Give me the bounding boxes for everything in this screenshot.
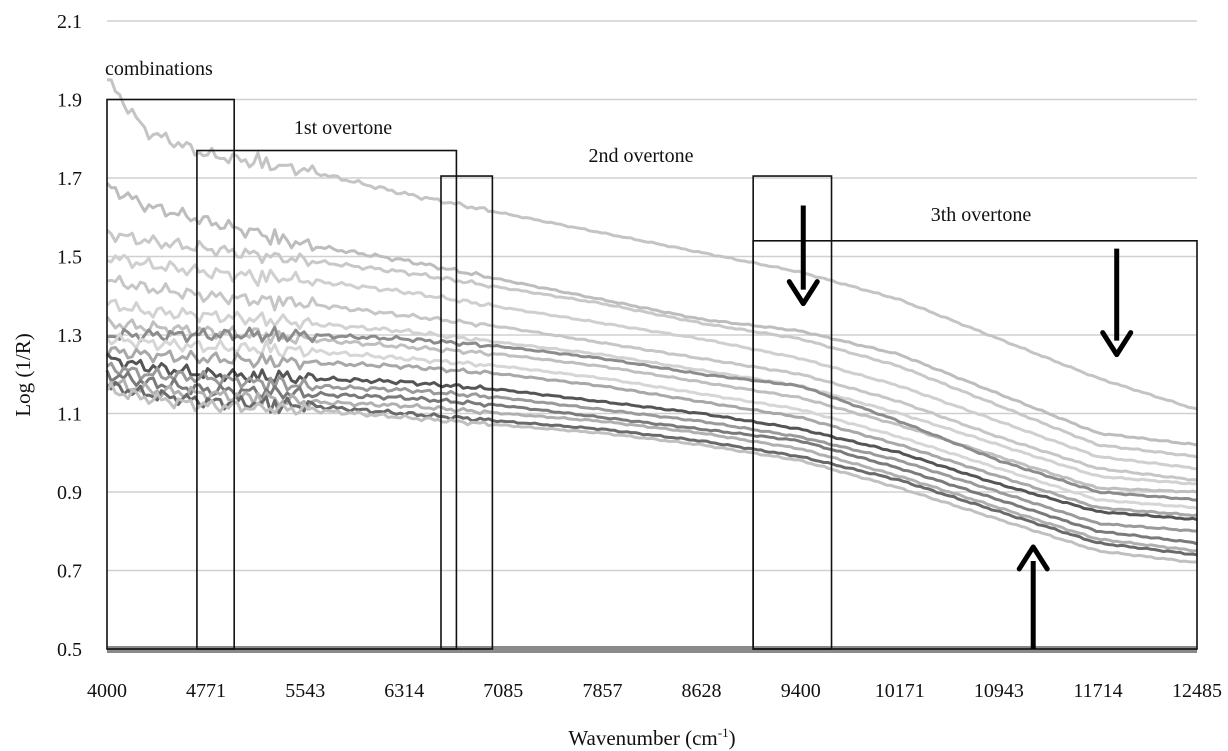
spectrum-line-11	[106, 361, 1197, 533]
x-axis-title-main: Wavenumber (cm	[568, 726, 717, 750]
region-label-2: 2nd overtone	[589, 145, 694, 167]
arrow-head-2	[1016, 544, 1050, 572]
y-tick-label-1: 0.7	[57, 561, 82, 583]
spectrum-line-1	[105, 182, 1198, 447]
x-axis-title: Wavenumber (cm-1)	[568, 725, 735, 750]
y-tick-label-8: 2.1	[57, 11, 82, 33]
y-tick-label-3: 1.1	[57, 404, 82, 426]
grid-lines	[107, 20, 1197, 650]
arrow-head-1	[1100, 330, 1134, 358]
y-tick-labels: 0.5 0.7 0.9 1.1 1.3 1.5 1.7 1.9 2.1	[57, 11, 82, 661]
arrow-head-0	[786, 279, 820, 307]
arrow-down-1	[1100, 248, 1134, 358]
arrow-down-0	[786, 205, 820, 307]
x-tick-label-10: 11714	[1073, 680, 1122, 702]
spectrum-line-4	[106, 274, 1198, 482]
x-tick-label-4: 7085	[483, 680, 523, 702]
arrow-up-2	[1016, 544, 1050, 649]
y-tick-label-0: 0.5	[57, 639, 82, 661]
spectrum-line-2	[105, 228, 1198, 459]
x-axis-baseline	[107, 646, 1197, 653]
region-label-1: 1st overtone	[294, 117, 392, 139]
spectrum-line-8	[105, 332, 1198, 510]
x-tick-label-5: 7857	[582, 680, 622, 702]
x-tick-label-11: 12485	[1172, 680, 1222, 702]
x-tick-label-1: 4771	[186, 680, 226, 702]
spectrum-line-9	[105, 346, 1198, 518]
region-label-3: 3th overtone	[931, 204, 1032, 226]
x-tick-label-0: 4000	[87, 680, 127, 702]
x-tick-label-3: 6314	[384, 680, 424, 702]
region-box-extra	[752, 175, 833, 650]
spectrum-line-6	[105, 315, 1198, 494]
spectrum-line-10	[105, 352, 1198, 521]
overtone-regions: combinations 1st overtone 2nd overtone 3th …	[105, 58, 1198, 650]
x-tick-labels: 4000 4771 5543 6314 7085 7857 8628 9400 10171 109…	[87, 680, 1222, 702]
annotation-arrows	[786, 205, 1134, 649]
spectrum-line-14	[106, 380, 1198, 557]
x-axis-title-tail: )	[729, 726, 736, 750]
x-tick-label-7: 9400	[781, 680, 821, 702]
spectrum-line-5	[105, 298, 1198, 486]
region-box-1	[196, 149, 458, 650]
y-tick-label-6: 1.7	[57, 168, 82, 190]
y-tick-label-2: 0.9	[57, 482, 82, 504]
spectrum-line-12	[105, 369, 1198, 546]
y-tick-label-4: 1.3	[57, 325, 82, 347]
y-axis-title: Log (1/R)	[11, 333, 35, 416]
spectrum-line-7	[106, 325, 1197, 502]
x-axis-title-sup: -1	[718, 725, 729, 740]
spectrum-line-0	[106, 78, 1198, 411]
region-box-0	[106, 98, 235, 650]
baseline-bar	[107, 646, 1197, 653]
region-label-0: combinations	[105, 58, 213, 80]
spectrum-line-3	[106, 253, 1198, 471]
y-tick-label-5: 1.5	[57, 247, 82, 269]
x-tick-label-2: 5543	[285, 680, 325, 702]
region-box-2	[440, 175, 494, 650]
x-tick-label-8: 10171	[875, 680, 925, 702]
spectrum-line-15	[105, 382, 1197, 564]
x-tick-label-9: 10943	[974, 680, 1024, 702]
spectra-series	[105, 78, 1198, 564]
x-tick-label-6: 8628	[682, 680, 722, 702]
y-tick-label-7: 1.9	[57, 90, 82, 112]
spectrum-line-13	[105, 378, 1198, 553]
